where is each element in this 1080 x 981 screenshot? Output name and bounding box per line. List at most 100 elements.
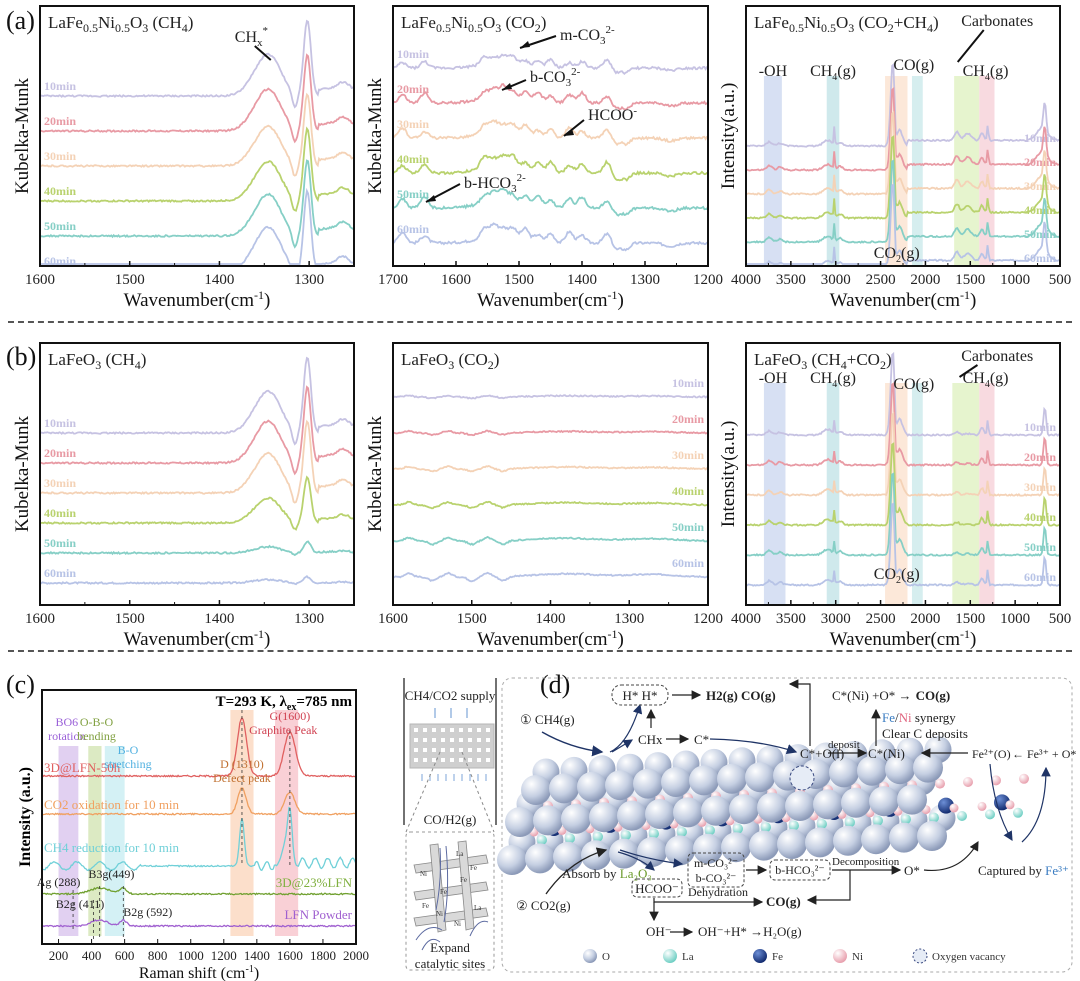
reactor-column: CH4/CO2 supply CO/H2(g) xyxy=(403,678,497,971)
legend-label: Ni xyxy=(852,951,863,963)
la-atom xyxy=(817,819,827,829)
perovskite-slab xyxy=(497,736,1029,875)
raman-series-label: CH4 reduction for 10 min xyxy=(44,840,180,855)
raman-series-label: 3D@LFN-50h xyxy=(44,760,121,775)
x-tick-label: 1200 xyxy=(693,272,723,288)
series-line-60min xyxy=(40,187,355,265)
oxygen-atom xyxy=(869,786,899,817)
raman-band-0 xyxy=(58,746,79,936)
series-label: 40min xyxy=(1024,510,1056,524)
panel-letter-b: (b) xyxy=(6,342,37,371)
band-label-4: CO2(g) xyxy=(874,566,920,586)
x-axis-title: Wavenumber(cm-1) xyxy=(124,627,271,650)
atom-label: Ni xyxy=(420,870,427,878)
series-line-20min xyxy=(392,83,709,111)
chart-a1-ch4-lafeni: 10min 20min 30min 40min 50min 60min 1600 1500 14… xyxy=(12,5,355,311)
oxygen-atom xyxy=(717,763,747,794)
block-dot xyxy=(432,738,436,742)
x-tick-label: 1600 xyxy=(25,272,55,288)
series-label: 30min xyxy=(44,149,76,163)
oxygen-atom xyxy=(533,805,563,836)
atom-legend: O La Fe Ni Oxygen vacancy xyxy=(583,948,1006,964)
oxygen-atom xyxy=(745,762,775,793)
divider-bc xyxy=(8,650,1072,652)
series-label: 10min xyxy=(672,376,704,390)
series-label: 50min xyxy=(44,219,76,233)
atom-label: Fe xyxy=(440,888,447,896)
carbonates-arrow xyxy=(956,29,985,63)
block-dot xyxy=(477,758,481,762)
series-label: 40min xyxy=(672,484,704,498)
raman-band-label: G(1600) xyxy=(270,709,311,723)
diagram-d-mechanism: CH4/CO2 supply CO/H2(g) xyxy=(403,677,1076,973)
la-atom xyxy=(929,812,939,823)
annotation-1: b-CO32- xyxy=(530,66,581,89)
band-label-2: CO(g) xyxy=(893,376,934,393)
c-ni-equation: C*(Ni) +O* → CO(g) xyxy=(832,688,950,703)
y-axis-title: Kubelka-Munk xyxy=(365,77,386,194)
panel-letter-c: (c) xyxy=(6,670,35,699)
x-tick-label: 1500 xyxy=(504,272,534,288)
plot-title: LaFeO3 (CH4) xyxy=(48,350,146,372)
series-label: 30min xyxy=(1024,179,1056,193)
x-tick-label: 1000 xyxy=(1000,611,1030,627)
series-label: 50min xyxy=(397,187,429,201)
clear-deposits-label: Clear C deposits xyxy=(882,726,968,741)
x-tick-label: 1000 xyxy=(178,948,204,963)
plot-title: LaFe0.5Ni0.5O3 (CO2+CH4) xyxy=(754,13,939,35)
supply-label: CH4/CO2 supply xyxy=(405,688,496,703)
la-atom xyxy=(873,815,883,826)
block-dot xyxy=(477,748,481,752)
oxygen-atom xyxy=(665,835,695,866)
legend-swatch-fe xyxy=(753,949,767,963)
series-line-30min xyxy=(746,111,1061,196)
oxygen-atom xyxy=(889,822,919,853)
atom-label: Ni xyxy=(436,910,443,918)
series-line-50min xyxy=(745,159,1061,244)
annotation-3: b-HCO32- xyxy=(464,172,526,195)
ni-atom xyxy=(977,801,987,811)
ch4-pathway: ① CH4(g) H* H* H2(g) CO(g) CHx C* C*+O(l… xyxy=(520,679,1076,843)
bhco3-label: b-HCO₃²⁻ xyxy=(775,863,824,877)
series-line-10min xyxy=(39,19,355,109)
oxygen-vacancy xyxy=(789,765,815,791)
x-axis-title: Wavenumber(cm-1) xyxy=(477,627,624,650)
block-dot xyxy=(414,758,418,762)
x-axis-title: Wavenumber(cm-1) xyxy=(830,627,977,650)
oxygen-atom xyxy=(605,770,635,801)
x-tick-label: 1800 xyxy=(310,948,336,963)
x-tick-label: 400 xyxy=(82,948,102,963)
synergy-label: Fe/Ni synergy xyxy=(882,710,956,725)
legend-label: La xyxy=(682,951,694,963)
chart-c-raman: 200 400 600 800 1000 1200 1400 1600 1800 2000 Rama… xyxy=(17,689,369,981)
series-line-30min xyxy=(392,118,709,147)
series-label: 20min xyxy=(672,412,704,426)
raman-band-label: bending xyxy=(77,729,116,743)
x-tick-label: 800 xyxy=(148,948,168,963)
series-label: 30min xyxy=(44,476,76,490)
oxygen-atom xyxy=(525,843,555,874)
m-co3-label: m-CO₃²⁻ xyxy=(694,856,738,870)
band-label-0: -OH xyxy=(759,370,788,387)
series-label: 50min xyxy=(44,536,76,550)
block-dot xyxy=(468,738,472,742)
annotation-0: m-CO32- xyxy=(560,24,615,47)
x-tick-label: 2000 xyxy=(910,272,940,288)
series-line-60min xyxy=(393,571,708,583)
block-dot xyxy=(450,728,454,732)
scaffold-illustration: Ni La Fe Fe Fe Fe Ni La Ni xyxy=(413,840,489,951)
block-dot xyxy=(423,738,427,742)
x-tick-label: 1600 xyxy=(25,611,55,627)
la-atom xyxy=(649,828,659,839)
ni-atom xyxy=(1005,800,1015,810)
series-label: 60min xyxy=(397,222,429,236)
expand-label-1: Expand xyxy=(430,940,470,955)
raman-band-label: Graphite Peak xyxy=(249,723,317,737)
block-dot xyxy=(468,748,472,752)
raman-peak-label: B2g (592) xyxy=(123,905,172,919)
o-star-label: O* xyxy=(904,863,920,878)
legend-swatch-o xyxy=(583,949,597,963)
band-5 xyxy=(979,76,995,266)
x-tick-label: 2000 xyxy=(910,611,940,627)
oxygen-atom xyxy=(777,829,807,859)
